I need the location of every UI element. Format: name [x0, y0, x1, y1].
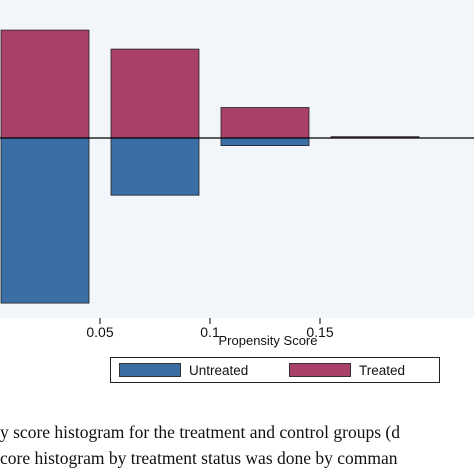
plot-area — [0, 0, 474, 318]
legend: Untreated Treated — [110, 357, 440, 383]
x-tick-label-0: 0.05 — [86, 324, 113, 340]
bar-treated-1 — [110, 48, 200, 139]
bar-untreated-0 — [0, 137, 90, 304]
x-tick-label-1: 0.1 — [200, 324, 220, 340]
figure-caption-line-2: core histogram by treatment status was d… — [0, 448, 398, 468]
legend-label-treated: Treated — [359, 362, 406, 378]
legend-label-untreated: Untreated — [189, 362, 249, 378]
legend-swatch-untreated — [119, 363, 181, 377]
histogram-chart — [0, 29, 474, 304]
x-tick-label-2: 0.15 — [306, 324, 333, 340]
bar-treated-2 — [220, 107, 310, 139]
figure-caption-line-1: y score histogram for the treatment and … — [0, 422, 400, 442]
bar-untreated-2 — [220, 137, 310, 146]
legend-item-untreated: Untreated — [119, 362, 248, 378]
bar-treated-0 — [0, 29, 90, 139]
legend-item-treated: Treated — [289, 362, 405, 378]
legend-swatch-treated — [289, 363, 351, 377]
x-axis-title: Propensity Score — [219, 333, 318, 348]
bar-untreated-1 — [110, 137, 200, 196]
